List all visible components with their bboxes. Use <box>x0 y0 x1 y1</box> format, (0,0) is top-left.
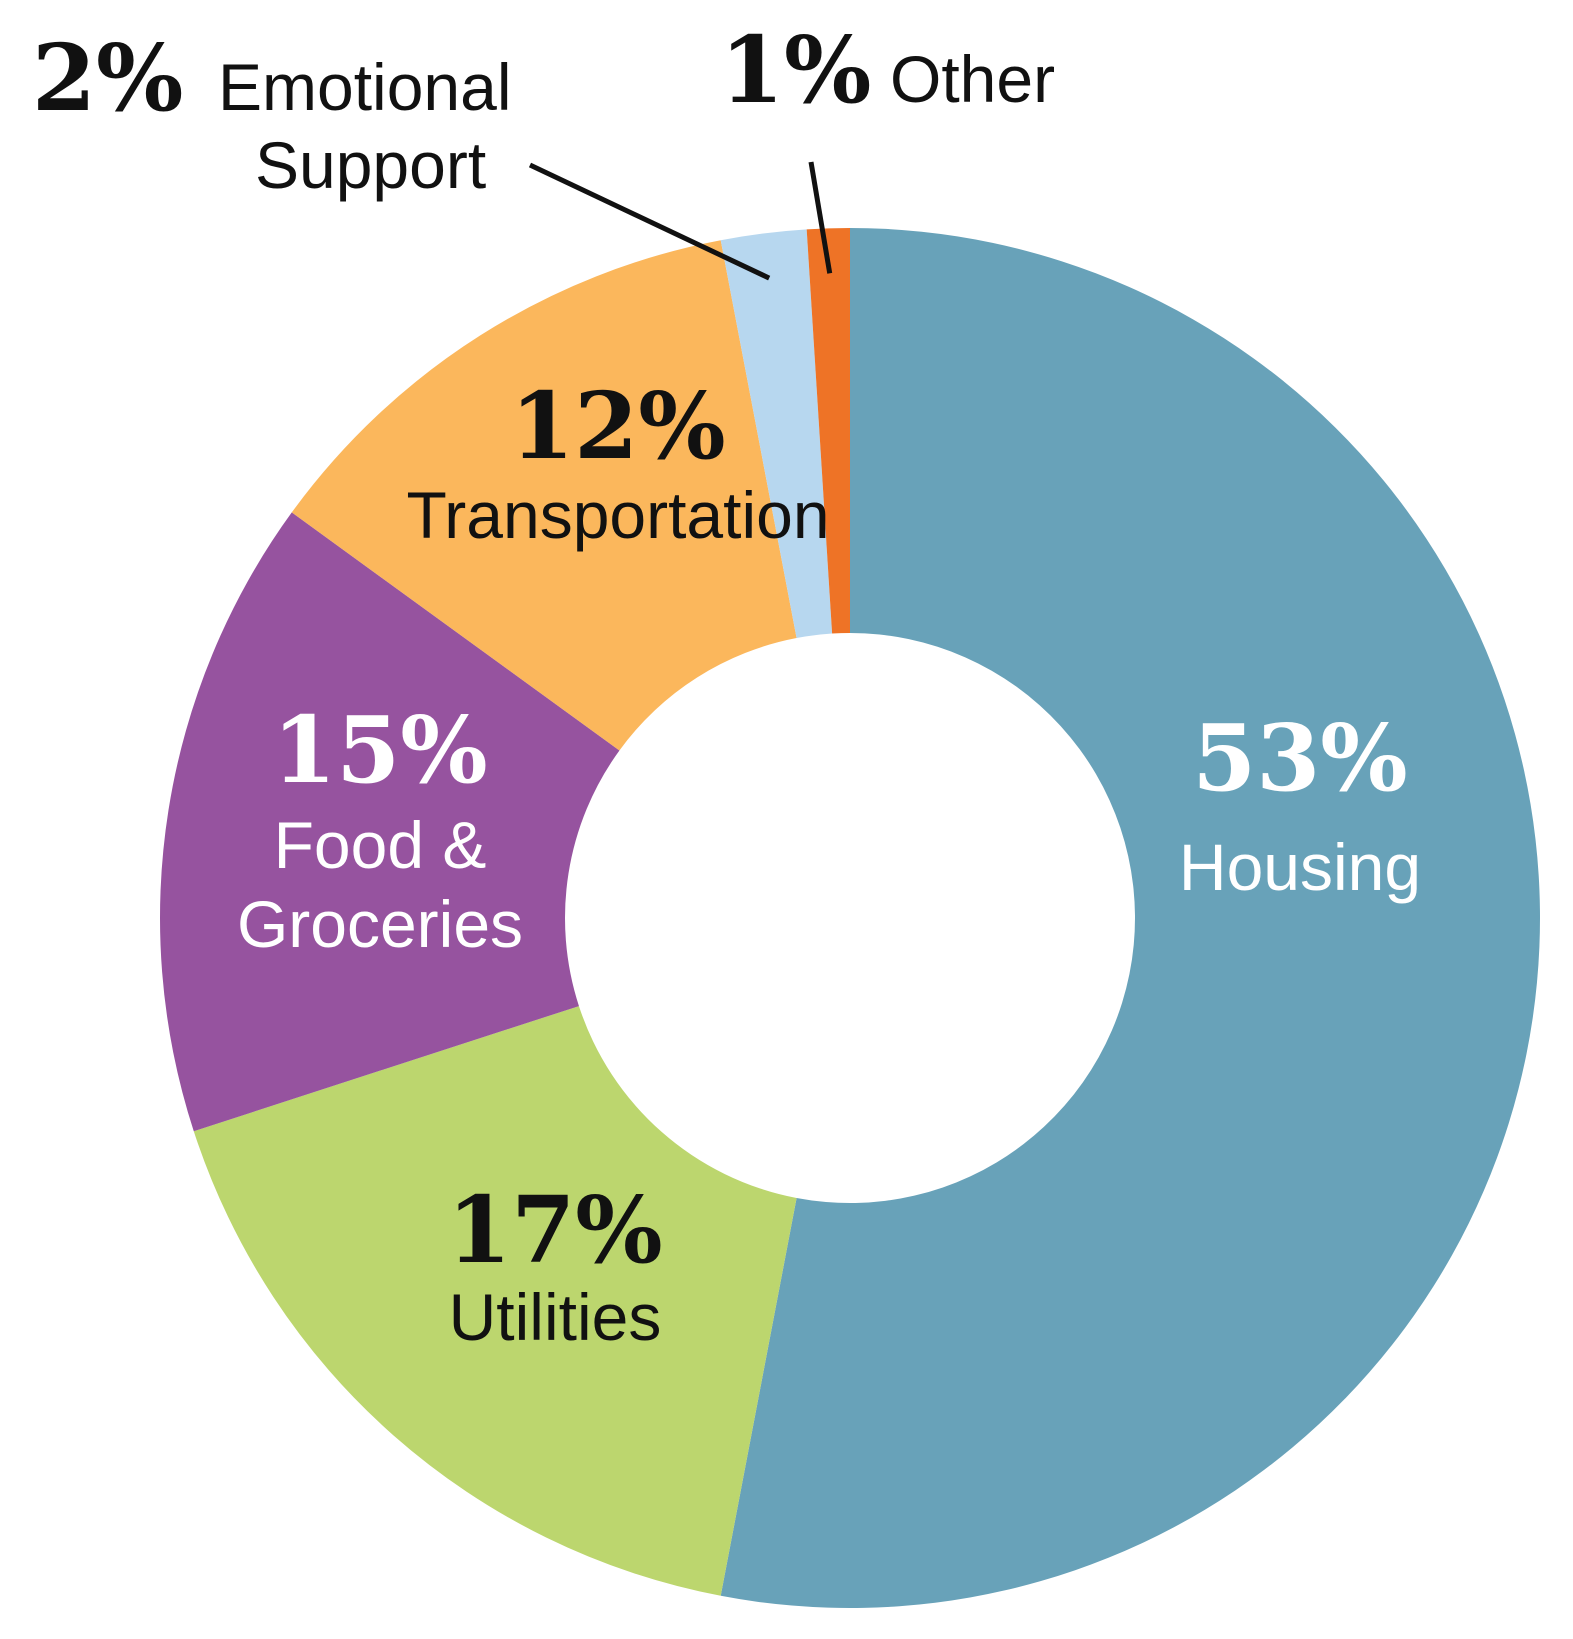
percent-label-food-and-groceries: 15% <box>272 696 487 804</box>
category-label-transportation: Transportation <box>406 478 829 552</box>
category-label-utilities: Utilities <box>449 1280 662 1354</box>
percent-label-utilities: 17% <box>447 1176 662 1284</box>
donut-slices <box>159 228 1540 1608</box>
slice-emotional-support <box>720 229 833 639</box>
slice-labels: 53% Housing 17%Utilities 15%Food &Groceries… <box>32 16 1421 1354</box>
percent-label-other: 1% <box>720 16 871 124</box>
percent-label-emotional-support: 2% <box>32 24 183 132</box>
category-label-emotional-support: Emotional <box>218 50 512 124</box>
category-label-food-and-groceries-line2: Groceries <box>237 887 523 961</box>
category-label-housing: Housing <box>1179 830 1421 904</box>
percent-label-housing: 53% <box>1192 704 1407 812</box>
slice-utilities <box>193 1006 797 1596</box>
category-label-other: Other <box>890 42 1055 116</box>
slice-food-and-groceries <box>159 512 620 1132</box>
leader-line-other <box>808 161 833 274</box>
leader-lines <box>528 161 833 281</box>
category-label-food-and-groceries: Food & <box>274 808 487 882</box>
percent-label-transportation: 12% <box>510 372 725 480</box>
slice-other <box>806 228 850 634</box>
slice-transportation <box>291 240 797 751</box>
slice-housing <box>720 228 1540 1608</box>
leader-line-emotional-support <box>528 162 771 281</box>
category-label-emotional-support-line2: Support <box>255 128 486 202</box>
